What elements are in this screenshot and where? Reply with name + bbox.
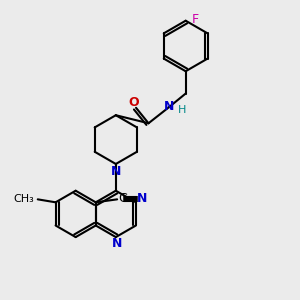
Text: N: N <box>111 165 121 178</box>
Text: O: O <box>128 96 139 109</box>
Text: CH₃: CH₃ <box>14 194 34 204</box>
Text: N: N <box>164 100 175 113</box>
Text: N: N <box>112 236 122 250</box>
Text: H: H <box>178 106 186 116</box>
Text: C: C <box>118 192 127 205</box>
Text: F: F <box>192 13 199 26</box>
Text: N: N <box>137 192 148 205</box>
